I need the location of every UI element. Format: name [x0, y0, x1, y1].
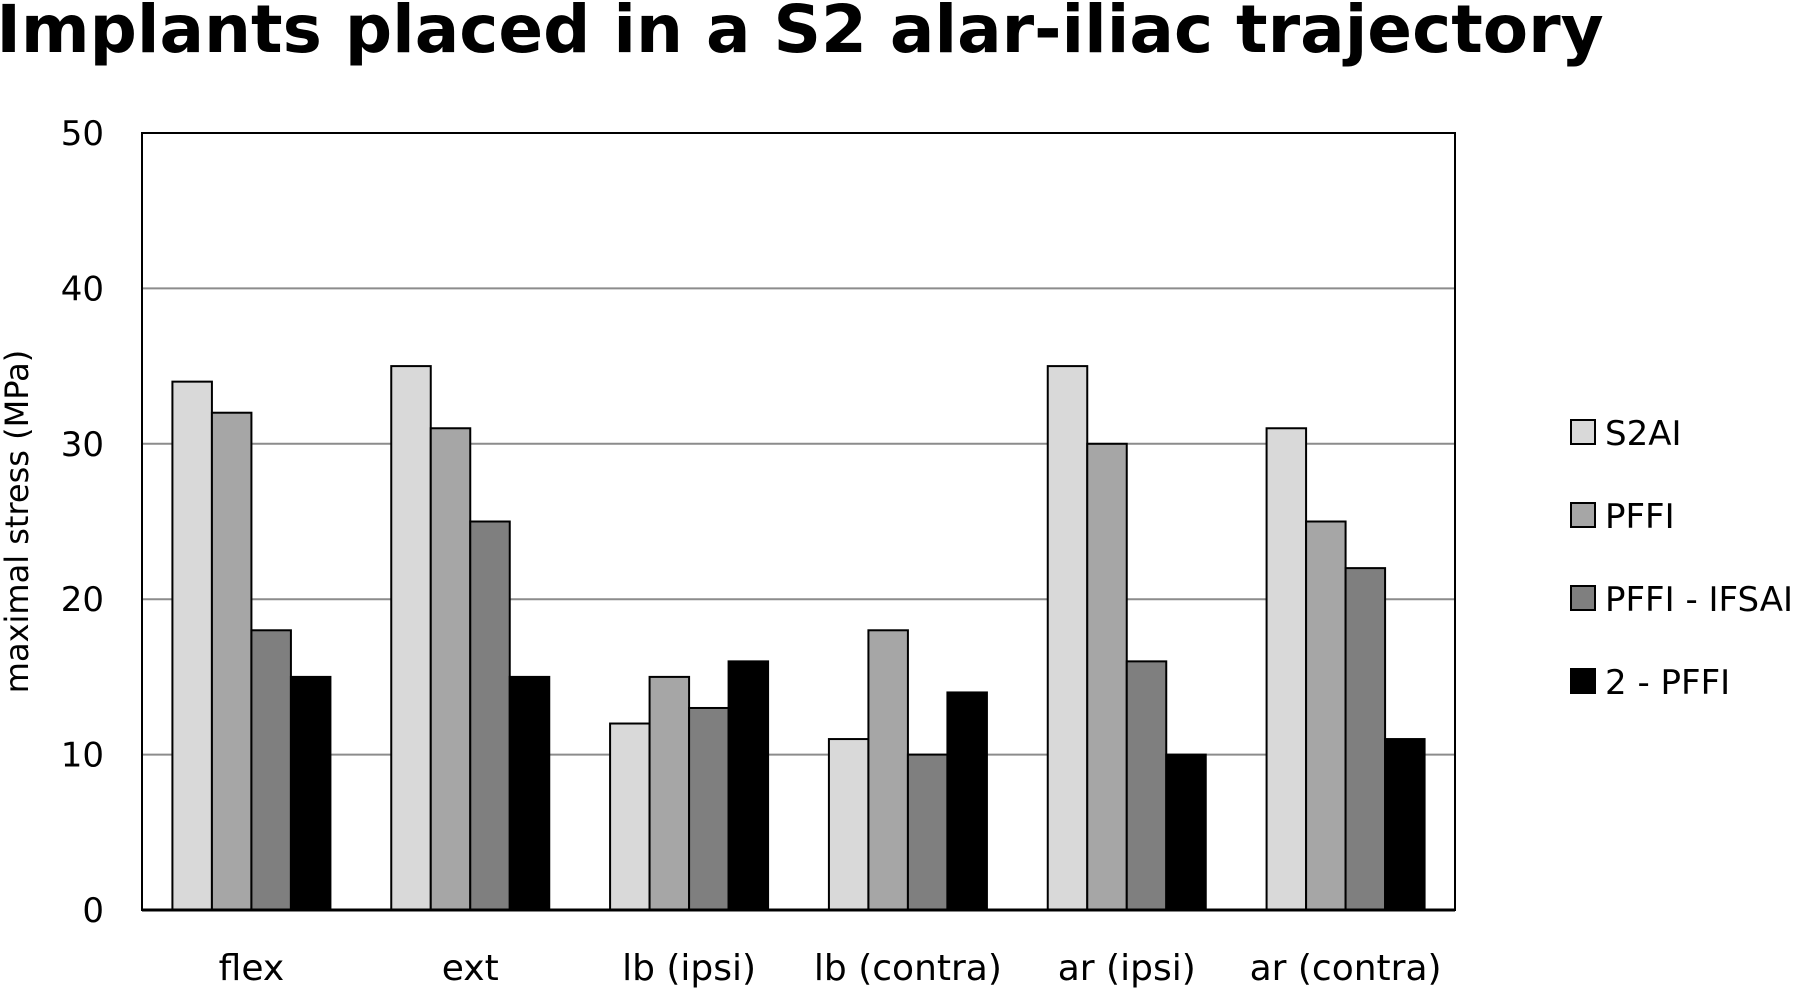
bar	[469, 520, 511, 911]
legend: S2AI PFFI PFFI - IFSAI 2 - PFFI	[1570, 414, 1793, 703]
bar	[609, 722, 651, 912]
y-tick-label: 10	[61, 736, 104, 776]
plot-frame	[141, 132, 1456, 911]
legend-label: PFFI	[1605, 497, 1675, 537]
y-axis-ticks: 0 10 20 30 40 50	[61, 114, 104, 931]
bar	[210, 411, 253, 911]
gridlines	[142, 287, 1455, 756]
bar	[250, 629, 292, 912]
x-category-label: flex	[219, 948, 285, 988]
x-category-label: ar (contra)	[1250, 948, 1442, 988]
legend-label: PFFI - IFSAI	[1605, 580, 1793, 620]
legend-swatch	[1570, 419, 1596, 445]
legend-label: 2 - PFFI	[1605, 663, 1730, 703]
bar	[1305, 520, 1347, 911]
y-tick-label: 40	[61, 269, 104, 309]
bar	[906, 753, 949, 911]
bar	[1086, 442, 1128, 911]
bar	[390, 365, 432, 912]
x-category-label: ar (ipsi)	[1058, 948, 1196, 988]
legend-swatch	[1570, 668, 1596, 694]
x-category-label: lb (ipsi)	[622, 948, 756, 988]
bar	[1384, 738, 1426, 911]
bar	[1165, 753, 1207, 911]
x-axis-categories: flex ext lb (ipsi) lb (contra) ar (ipsi) ar (…	[219, 948, 1442, 988]
y-tick-label: 0	[82, 891, 104, 931]
legend-label: S2AI	[1605, 414, 1682, 454]
bars	[171, 365, 1426, 912]
bar	[429, 427, 472, 911]
y-tick-label: 50	[61, 114, 104, 154]
bar	[289, 675, 332, 912]
y-tick-label: 30	[61, 425, 104, 465]
bar	[727, 660, 770, 911]
bar	[827, 738, 870, 911]
x-category-label: ext	[442, 948, 499, 988]
bar	[1265, 427, 1308, 911]
legend-swatch	[1570, 502, 1596, 528]
bar	[508, 675, 551, 912]
y-tick-label: 20	[61, 580, 104, 620]
bar	[648, 675, 691, 912]
bar	[688, 706, 730, 911]
bar	[171, 380, 213, 911]
chart-title: Implants placed in a S2 alar-iliac traje…	[0, 0, 1604, 68]
y-axis-label: maximal stress (MPa)	[0, 350, 36, 693]
bar	[1125, 660, 1168, 911]
x-category-label: lb (contra)	[814, 948, 1002, 988]
legend-swatch	[1570, 585, 1596, 611]
bar	[946, 691, 988, 911]
bar	[867, 629, 909, 912]
bar	[1344, 567, 1387, 911]
bar	[1046, 365, 1089, 912]
